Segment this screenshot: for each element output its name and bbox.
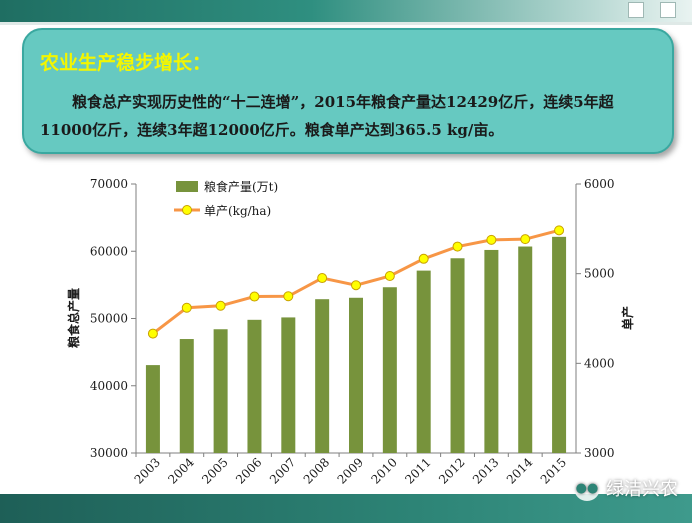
bottom-banner	[0, 494, 692, 523]
watermark: ●● 绿洁兴农	[574, 475, 678, 501]
x-tick-label: 2003	[132, 455, 163, 486]
left-tick-label: 60000	[90, 244, 128, 258]
summary-callout: 农业生产稳步增长： 粮食总产实现历史性的“十二连增”，2015年粮食产量达124…	[22, 28, 674, 154]
x-tick-label: 2009	[335, 455, 366, 486]
callout-title: 农业生产稳步增长：	[40, 52, 212, 74]
wechat-icon: ●●	[574, 475, 600, 501]
yield-point-2013	[486, 234, 497, 245]
bar-2009	[349, 297, 363, 453]
x-tick-label: 2015	[538, 455, 569, 486]
x-tick-label: 2007	[267, 455, 298, 486]
x-tick-label: 2004	[165, 455, 197, 487]
yield-point-2004	[181, 302, 192, 313]
x-tick-label: 2006	[233, 455, 264, 486]
legend-bar-swatch	[176, 181, 198, 192]
x-tick-label: 2005	[199, 455, 230, 486]
yield-point-2005	[215, 300, 226, 311]
yield-point-2006	[249, 291, 260, 302]
watermark-text: 绿洁兴农	[606, 479, 678, 500]
yield-point-2009	[351, 280, 361, 291]
bar-2012	[450, 258, 465, 453]
bar-2006	[247, 319, 262, 453]
left-tick-label: 70000	[90, 177, 128, 191]
x-tick-label: 2013	[470, 455, 501, 486]
legend-line-marker	[182, 205, 192, 215]
left-axis-title: 粮食总产量	[66, 288, 81, 348]
bar-2010	[382, 287, 397, 453]
bar-2003	[145, 365, 160, 453]
yield-point-2015	[554, 225, 565, 236]
top-banner	[0, 0, 692, 22]
right-tick-label: 3000	[584, 446, 615, 460]
bar-2014	[518, 246, 533, 453]
bar-2004	[179, 339, 194, 453]
right-tick-label: 6000	[584, 177, 615, 191]
x-tick-label: 2008	[301, 455, 332, 486]
bar-2011	[416, 270, 431, 453]
left-tick-label: 50000	[90, 312, 128, 326]
bar-2015	[552, 236, 567, 453]
legend-bar-label: 粮食产量(万t)	[204, 179, 278, 194]
x-tick-label: 2010	[368, 455, 399, 486]
right-tick-label: 4000	[584, 356, 615, 370]
callout-body: 粮食总产实现历史性的“十二连增”，2015年粮食产量达12429亿斤，连续5年超…	[40, 93, 614, 139]
legend: 粮食产量(万t) 单产(kg/ha)	[174, 179, 278, 218]
x-tick-label: 2012	[436, 455, 467, 486]
bar-2007	[281, 317, 296, 453]
yield-point-2008	[317, 273, 328, 284]
corner-square-icon	[660, 2, 676, 18]
right-axis-title: 单产	[620, 306, 635, 330]
yield-point-2010	[384, 270, 395, 281]
bar-2013	[484, 249, 499, 453]
yield-point-2012	[452, 241, 463, 252]
yield-point-2003	[147, 328, 158, 339]
left-tick-label: 40000	[90, 379, 128, 393]
x-tick-label: 2011	[402, 455, 433, 486]
left-tick-label: 30000	[90, 446, 128, 460]
yield-point-2007	[283, 291, 294, 302]
x-tick-label: 2014	[504, 455, 536, 487]
yield-point-2014	[520, 234, 531, 245]
corner-square-icon	[628, 2, 644, 18]
legend-line-label: 单产(kg/ha)	[204, 204, 271, 218]
bar-2008	[315, 299, 330, 453]
right-tick-label: 5000	[584, 267, 615, 281]
bar-2005	[213, 329, 228, 453]
yield-point-2011	[418, 253, 429, 264]
top-divider	[0, 22, 692, 25]
